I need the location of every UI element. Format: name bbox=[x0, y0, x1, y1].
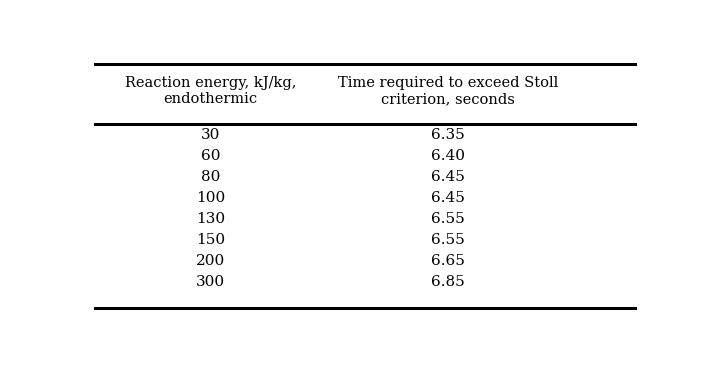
Text: 6.35: 6.35 bbox=[431, 128, 464, 142]
Text: 6.55: 6.55 bbox=[431, 212, 464, 226]
Text: Reaction energy, kJ/kg,
endothermic: Reaction energy, kJ/kg, endothermic bbox=[125, 76, 296, 106]
Text: 100: 100 bbox=[196, 191, 225, 205]
Text: 6.65: 6.65 bbox=[431, 254, 465, 268]
Text: 150: 150 bbox=[196, 233, 225, 247]
Text: Time required to exceed Stoll
criterion, seconds: Time required to exceed Stoll criterion,… bbox=[337, 76, 557, 106]
Text: 80: 80 bbox=[201, 170, 220, 184]
Text: 6.45: 6.45 bbox=[431, 191, 465, 205]
Text: 30: 30 bbox=[201, 128, 220, 142]
Text: 200: 200 bbox=[196, 254, 225, 268]
Text: 60: 60 bbox=[201, 149, 220, 163]
Text: 6.55: 6.55 bbox=[431, 233, 464, 247]
Text: 6.85: 6.85 bbox=[431, 275, 464, 289]
Text: 6.45: 6.45 bbox=[431, 170, 465, 184]
Text: 6.40: 6.40 bbox=[431, 149, 465, 163]
Text: 300: 300 bbox=[196, 275, 225, 289]
Text: 130: 130 bbox=[196, 212, 225, 226]
